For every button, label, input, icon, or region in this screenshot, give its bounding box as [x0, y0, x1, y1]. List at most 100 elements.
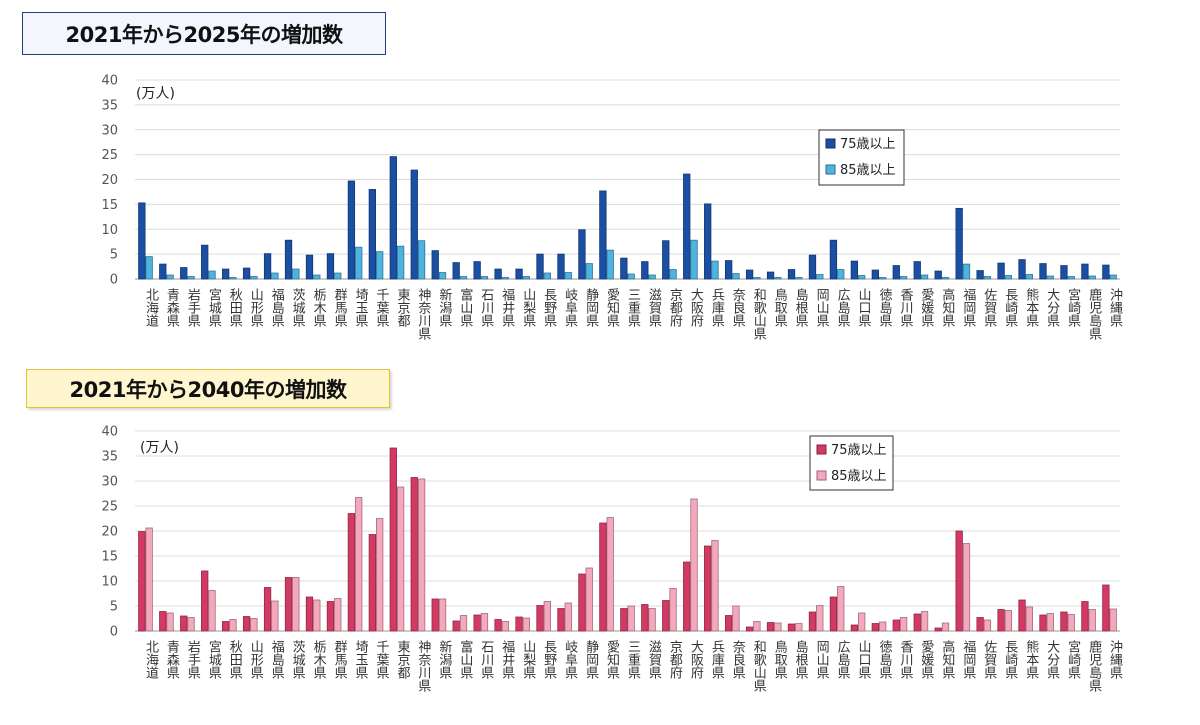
chart2-bar-age85 [648, 608, 656, 632]
chart1-bar-age85 [1067, 276, 1075, 280]
chart1-bar-age75 [745, 269, 754, 280]
chart2-bar-age85 [711, 540, 719, 632]
chart2-bar-age85 [313, 599, 321, 632]
chart2-category-label: 大分県 [1044, 640, 1060, 679]
chart2-bar-age75 [599, 522, 607, 632]
chart1-category-label: 富山県 [457, 287, 473, 327]
chart1-bar-age85 [878, 277, 887, 280]
chart2-bar-age85 [627, 605, 635, 632]
chart1-category-label: 島根県 [793, 288, 809, 327]
chart1-bar-age85 [417, 240, 426, 280]
chart2-bar-age85 [187, 617, 195, 632]
chart1-ytick-label: 5 [110, 248, 118, 263]
chart1-bar-age75 [641, 261, 649, 280]
chart1-bar-age85 [459, 276, 468, 280]
chart2-category-label: 岩手県 [185, 640, 201, 679]
chart2-category-label: 京都府 [667, 640, 683, 680]
chart2-bar-age85 [229, 619, 237, 632]
chart1-category-label: 宮崎県 [1065, 287, 1081, 327]
chart2-category-label: 秋田県 [227, 640, 243, 679]
chart2-bar-age85 [1109, 608, 1117, 632]
chart1-bar-age85 [543, 272, 551, 280]
chart2-bar-age85 [983, 619, 992, 632]
chart2-bar-age85 [480, 613, 489, 632]
chart1-category-label: 岩手県 [185, 288, 201, 327]
chart1-category-label: 和歌山県 [751, 288, 767, 340]
chart2-bar-age85 [564, 602, 572, 632]
chart2-ytick-label: 15 [101, 550, 118, 565]
chart2-bar-age75 [976, 617, 984, 632]
chart1-category-label: 長野県 [541, 288, 557, 327]
chart2-category-label: 大阪府 [688, 640, 704, 680]
chart1-category-label: 京都府 [667, 288, 683, 328]
chart1-bar-age85 [983, 276, 992, 280]
chart2-bar-age75 [368, 534, 377, 632]
chart1-bar-age75 [368, 189, 377, 280]
chart1-bar-age85 [396, 245, 405, 280]
chart2-bar-age75 [410, 477, 418, 632]
chart1-bar-age75 [305, 254, 314, 280]
chart1-category-label: 長崎県 [1002, 288, 1018, 327]
chart2-bar-age75 [201, 570, 209, 632]
chart2-bar-age75 [284, 577, 293, 632]
chart2-bar-age85 [690, 498, 698, 632]
chart2-bar-age85 [438, 598, 447, 632]
chart2-bar-age75 [1018, 599, 1026, 632]
chart1-category-label: 沖縄県 [1107, 288, 1123, 327]
chart2-bar-age75 [808, 611, 817, 632]
chart1-bar-age75 [347, 180, 356, 280]
chart1-ytick-label: 35 [101, 98, 118, 113]
chart2-bar-age85 [858, 612, 866, 632]
chart1-bar-age85 [1046, 275, 1054, 280]
chart2-category-label: 和歌山県 [751, 640, 767, 692]
chart2-category-label: 愛媛県 [918, 640, 934, 679]
chart2-bar-age75 [515, 616, 523, 632]
chart2-bar-age85 [271, 600, 279, 632]
chart1-category-label: 山形県 [248, 288, 264, 327]
chart2-bar-age85 [355, 497, 363, 632]
chart2-bar-age85 [1088, 609, 1096, 632]
chart2-legend-swatch [816, 470, 827, 481]
chart2-bar-age75 [326, 601, 335, 632]
chart1-bar-age75 [473, 261, 481, 280]
chart2-category-label: 鹿児島県 [1086, 639, 1102, 692]
chart1-category-label: 福島県 [269, 288, 285, 327]
chart2-bar-age75 [766, 622, 775, 632]
chart2-category-label: 岡山県 [814, 640, 830, 679]
chart2-ytick-label: 30 [101, 475, 118, 490]
chart2-bar-age85 [522, 617, 531, 632]
chart2-bar-age85 [606, 517, 614, 632]
chart2-category-label: 熊本県 [1023, 639, 1039, 679]
chart1-bar-age75 [976, 270, 984, 280]
chart1-ylabel: (万人) [136, 86, 175, 102]
chart2-bar-age85 [941, 622, 950, 632]
chart1-legend-swatch [825, 138, 836, 149]
chart2-bar-age75 [620, 608, 628, 632]
chart1-category-label: 岡山県 [814, 288, 830, 327]
chart1-bar-age85 [229, 277, 237, 280]
chart2-category-label: 長崎県 [1002, 640, 1018, 679]
chart2-bar-age75 [850, 624, 859, 632]
chart1-bar-age85 [627, 273, 635, 280]
chart1-bar-age85 [1004, 275, 1013, 280]
chart1-bar-age75 [683, 173, 691, 280]
chart1-category-label: 宮城県 [206, 287, 222, 327]
chart1-plot: 0 5 10 15 20 25 30 35 40 (万人) 北海道 青森県 岩手県 宮城県 秋田県 山形県 福島… [101, 74, 1123, 341]
chart2-bar-age85 [816, 605, 824, 632]
chart1-bar-age85 [334, 272, 342, 280]
chart2-bar-age75 [180, 615, 188, 632]
chart2-category-label: 宮城県 [206, 639, 222, 679]
chart1-legend-label: 85歳以上 [840, 163, 896, 178]
chart1-category-label: 秋田県 [227, 288, 243, 327]
chart1-bar-age85 [1109, 274, 1117, 280]
chart1-category-label: 埼玉県 [353, 288, 369, 327]
chart2-category-label: 兵庫県 [709, 640, 725, 679]
chart1-bar-age85 [376, 251, 384, 280]
chart1-bar-age85 [187, 276, 195, 280]
chart2-bar-age75 [242, 616, 251, 632]
chart2-bar-age85 [920, 611, 929, 632]
chart2-category-label: 奈良県 [730, 640, 746, 679]
chart1-bar-age75 [934, 270, 942, 280]
chart2-bar-age85 [376, 518, 384, 632]
chart2-bar-age85 [669, 588, 677, 632]
